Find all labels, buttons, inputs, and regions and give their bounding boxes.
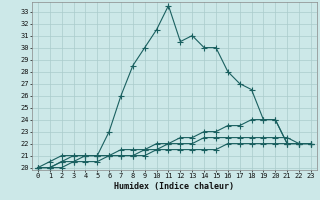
- X-axis label: Humidex (Indice chaleur): Humidex (Indice chaleur): [115, 182, 234, 191]
